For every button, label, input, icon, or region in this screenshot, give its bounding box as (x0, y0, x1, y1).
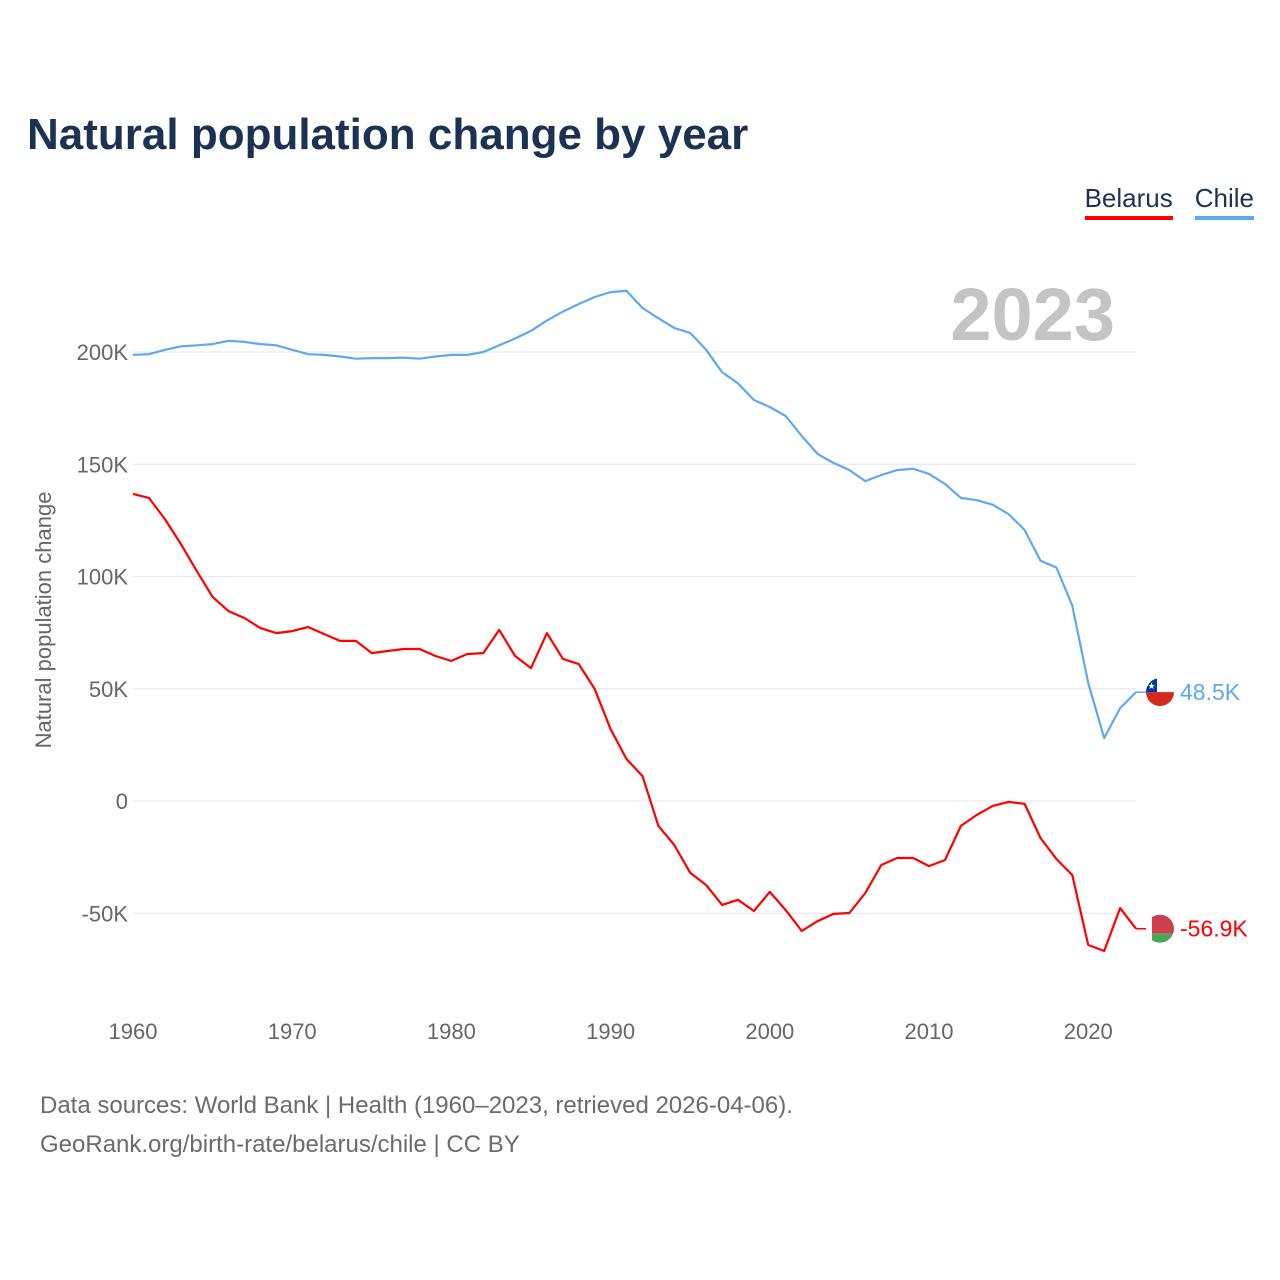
y-tick-label: -50K (82, 901, 129, 926)
legend-item-chile[interactable]: Chile (1194, 183, 1254, 220)
chart-title: Natural population change by year (27, 110, 749, 159)
end-value-label-chile: 48.5K (1180, 679, 1241, 705)
belarus-flag-icon (1146, 914, 1174, 943)
footer: Data sources: World Bank | Health (1960–… (40, 1086, 793, 1164)
svg-text:★: ★ (1147, 681, 1155, 691)
legend-item-belarus[interactable]: Belarus (1084, 183, 1173, 220)
y-tick-label: 0 (116, 789, 128, 814)
year-watermark: 2023 (950, 273, 1115, 356)
x-tick-label: 2010 (905, 1019, 954, 1044)
x-tick-label: 1960 (109, 1019, 158, 1044)
y-tick-label: 200K (77, 340, 129, 365)
y-tick-label: 50K (89, 677, 128, 702)
series-line-chile (132, 289, 1137, 740)
x-tick-label: 2020 (1064, 1019, 1113, 1044)
source-url-text: GeoRank.org/birth-rate/belarus/chile | C… (40, 1131, 520, 1158)
end-value-label-belarus: -56.9K (1180, 916, 1248, 942)
data-source-text: Data sources: World Bank | Health (1960–… (40, 1092, 793, 1119)
x-tick-label: 1980 (427, 1019, 476, 1044)
y-axis-label: Natural population change (31, 492, 56, 749)
y-tick-label: 150K (77, 452, 129, 477)
y-tick-label: 100K (77, 565, 129, 590)
chile-flag-icon: ★ (1146, 678, 1174, 707)
x-tick-label: 1970 (268, 1019, 317, 1044)
series-line-belarus (132, 492, 1137, 953)
x-tick-label: 2000 (745, 1019, 794, 1044)
x-tick-label: 1990 (586, 1019, 635, 1044)
legend: Belarus Chile (1084, 183, 1254, 220)
